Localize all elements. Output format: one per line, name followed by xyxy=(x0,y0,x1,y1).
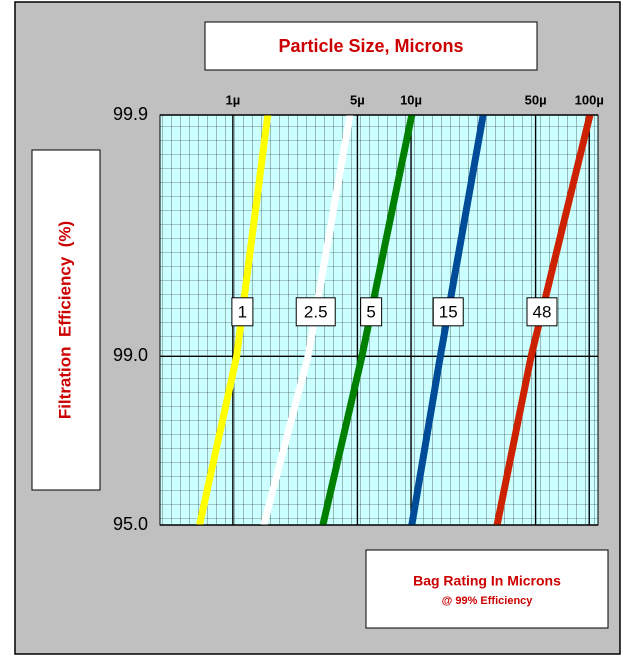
title-box xyxy=(204,21,538,71)
y-tick-label: 99.9 xyxy=(113,104,148,124)
y-label-box xyxy=(31,149,101,491)
series-label-box xyxy=(432,297,464,327)
legend-subtitle: @ 99% Efficiency xyxy=(442,595,534,607)
series-label: 5 xyxy=(366,302,375,321)
legend-title: Bag Rating In Microns xyxy=(413,573,561,589)
series-line xyxy=(196,114,272,526)
series-label: 48 xyxy=(533,302,552,321)
series-line xyxy=(319,114,416,526)
series-label: 15 xyxy=(439,302,458,321)
series-line xyxy=(493,114,594,526)
x-tick-label: 10µ xyxy=(400,92,422,107)
x-tick-label: 1µ xyxy=(225,92,240,107)
x-tick-label: 50µ xyxy=(525,92,547,107)
series-label: 2.5 xyxy=(304,302,328,321)
y-tick-label: 95.0 xyxy=(113,514,148,534)
plot-border xyxy=(159,114,599,526)
series-label-box xyxy=(526,297,558,327)
series-label-box xyxy=(295,297,336,327)
legend-box xyxy=(365,549,609,629)
x-tick-label: 100µ xyxy=(575,92,604,107)
series-label: 1 xyxy=(238,302,247,321)
y-tick-label: 99.0 xyxy=(113,345,148,365)
series-line xyxy=(408,114,487,526)
series-label-box xyxy=(360,297,383,327)
series-line xyxy=(260,114,354,526)
chart-title: Particle Size, Microns xyxy=(278,36,463,56)
x-tick-label: 5µ xyxy=(350,92,365,107)
y-axis-label: Filtration Efficiency (%) xyxy=(55,221,74,419)
plot-layer: 1µ 5µ 10µ 50µ 100µ 95.0 99.0 99.9 1 2.5 5 15 48 xyxy=(113,92,604,533)
series-label-box xyxy=(231,297,254,327)
